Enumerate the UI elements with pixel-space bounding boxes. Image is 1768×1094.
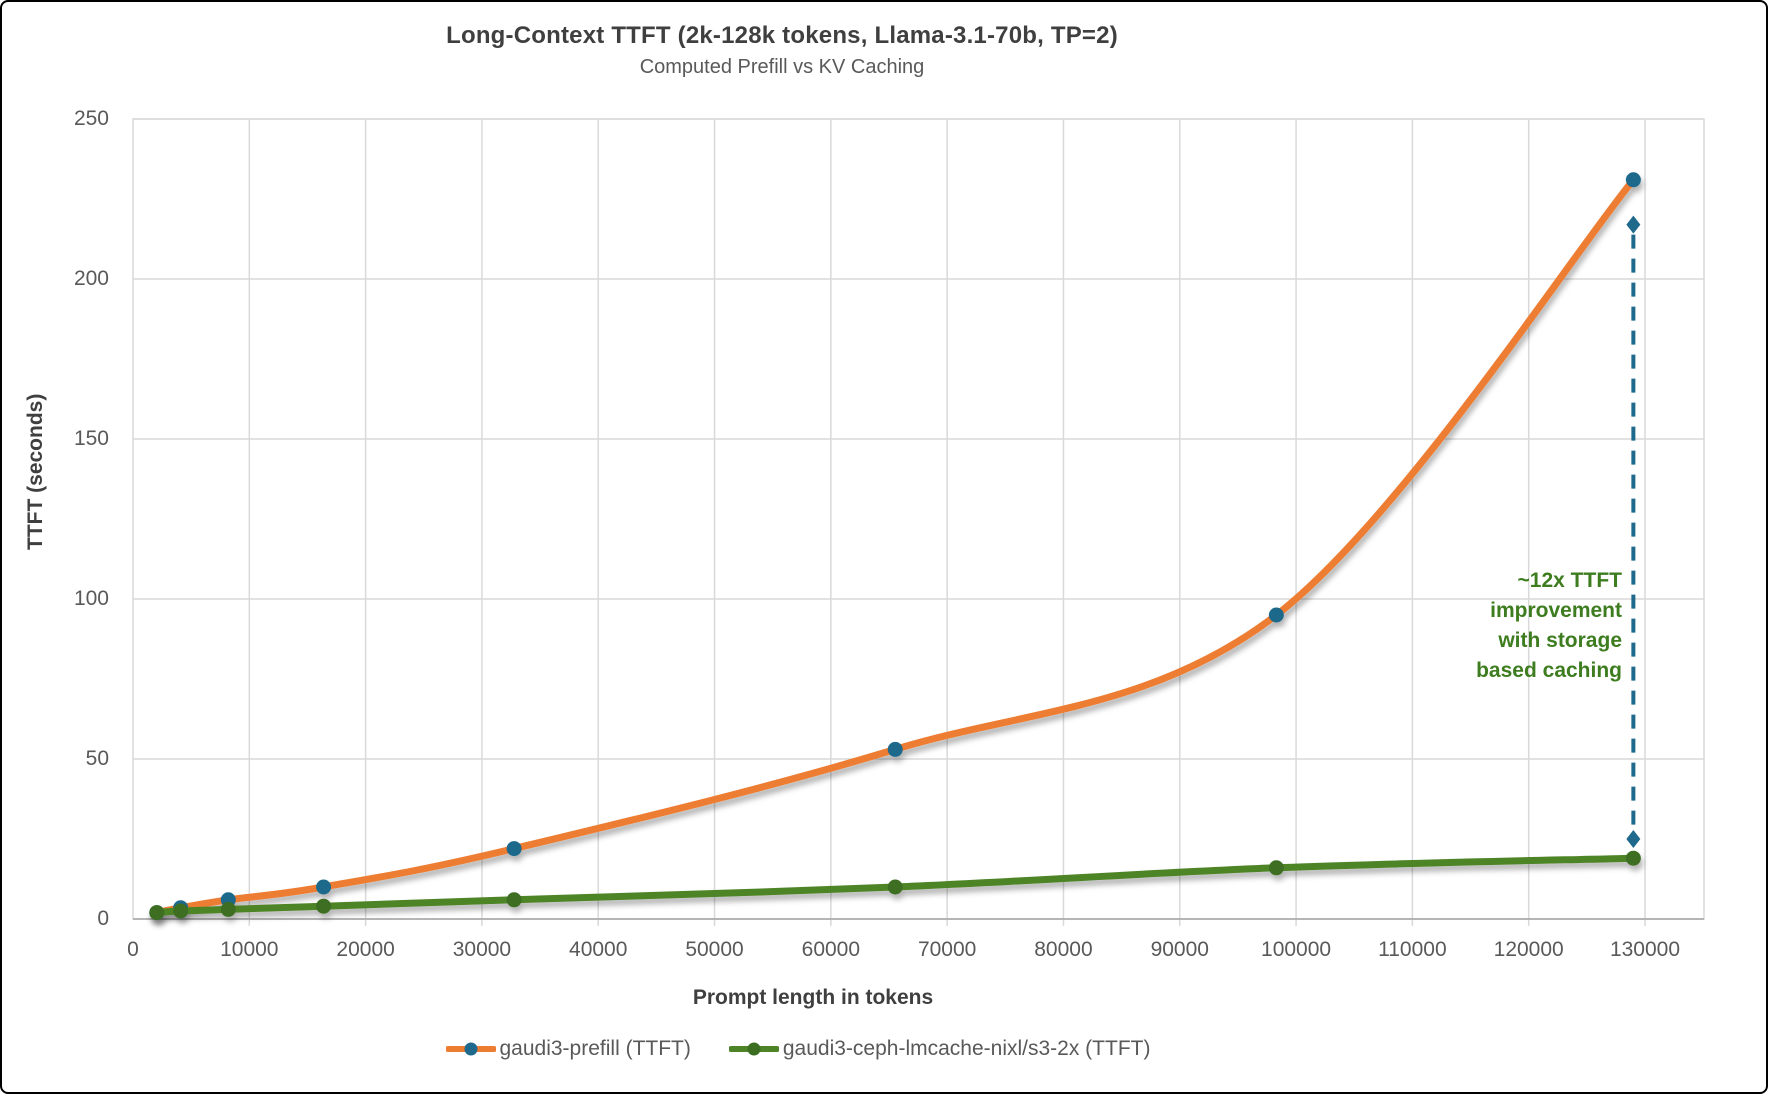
chart-subtitle: Computed Prefill vs KV Caching — [639, 56, 925, 78]
x-axis-title: Prompt length in tokens — [692, 986, 934, 1009]
x-tick-label: 70000 — [917, 938, 977, 961]
chart-title: Long-Context TTFT (2k-128k tokens, Llama… — [446, 22, 1118, 49]
y-tick-label: 100 — [73, 587, 109, 610]
legend-item-prefill: gaudi3-prefill (TTFT) — [445, 1037, 691, 1061]
legend-label: gaudi3-prefill (TTFT) — [499, 1037, 691, 1060]
x-tick-label: 20000 — [336, 938, 395, 961]
x-tick-label: 100000 — [1261, 938, 1332, 961]
x-tick-label: 30000 — [452, 938, 512, 961]
y-axis-title: TTFT (seconds) — [24, 393, 47, 550]
annotation-line: improvement — [1490, 599, 1622, 622]
x-tick-label: 10000 — [220, 938, 279, 961]
x-tick-label: 50000 — [685, 938, 744, 961]
legend-marker-icon — [445, 1042, 496, 1056]
legend-label: gaudi3-ceph-lmcache-nixl/s3-2x (TTFT) — [782, 1037, 1151, 1060]
x-tick-label: 40000 — [569, 938, 628, 961]
series-lmcache — [149, 850, 1641, 921]
data-point — [506, 892, 522, 908]
x-tick-label: 130000 — [1609, 938, 1681, 961]
x-tick-label: 90000 — [1150, 938, 1209, 961]
data-point — [887, 741, 903, 757]
y-tick-label: 150 — [73, 427, 109, 450]
data-point — [887, 879, 903, 895]
data-point — [149, 905, 165, 921]
legend-item-lmcache: gaudi3-ceph-lmcache-nixl/s3-2x (TTFT) — [728, 1037, 1151, 1061]
data-point — [1625, 172, 1641, 188]
data-point — [1268, 607, 1284, 623]
data-point — [220, 901, 236, 917]
legend: gaudi3-prefill (TTFT) gaudi3-ceph-lmcache… — [2, 1030, 1594, 1068]
series-prefill — [149, 172, 1641, 921]
data-point — [316, 879, 332, 895]
x-tick-label: 80000 — [1034, 938, 1093, 961]
data-point — [1268, 860, 1284, 876]
data-point — [316, 898, 332, 914]
data-point — [506, 841, 522, 857]
x-tick-label: 0 — [127, 938, 139, 961]
plot-border — [132, 118, 1705, 920]
annotation-line: based caching — [1476, 659, 1622, 682]
legend-marker-icon — [728, 1042, 779, 1056]
y-tick-label: 200 — [73, 267, 109, 290]
y-tick-label: 50 — [85, 747, 109, 770]
y-tick-label: 0 — [97, 907, 109, 930]
arrow-diamond — [1626, 830, 1641, 848]
data-point — [173, 903, 189, 919]
x-tick-label: 120000 — [1493, 938, 1564, 961]
x-tick-label: 110000 — [1378, 938, 1447, 961]
arrow-diamond — [1626, 215, 1641, 234]
y-tick-label: 250 — [73, 107, 109, 130]
annotation-line: ~12x TTFT — [1517, 569, 1622, 592]
x-tick-label: 60000 — [801, 938, 861, 961]
improvement-arrow — [1626, 215, 1641, 848]
annotation-line: with storage — [1498, 629, 1622, 652]
annotation-text: ~12x TTFT improvement with storage based… — [1327, 566, 1622, 686]
data-point — [1625, 850, 1641, 866]
